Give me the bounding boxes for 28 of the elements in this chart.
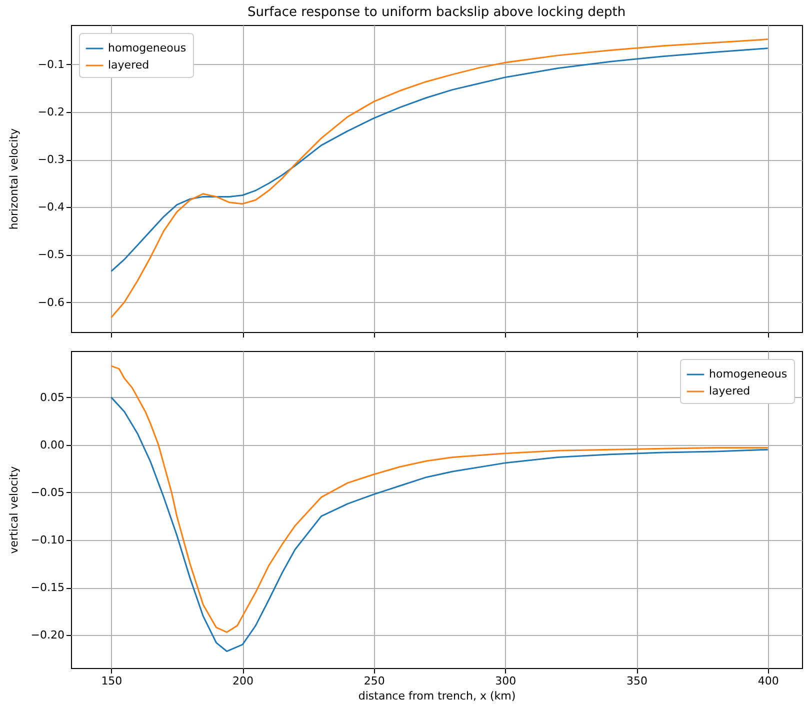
x-tick-label: 350 bbox=[626, 674, 648, 688]
y-axis-title: vertical velocity bbox=[8, 466, 20, 554]
x-tick-label: 300 bbox=[495, 674, 516, 688]
x-axis-title: distance from trench, x (km) bbox=[358, 690, 516, 702]
y-tick-label: −0.6 bbox=[38, 296, 64, 309]
line-series bbox=[110, 396, 769, 652]
x-tick-label: 150 bbox=[101, 674, 122, 688]
legend-label: layered bbox=[108, 58, 150, 72]
y-tick-label: 0.05 bbox=[40, 390, 64, 404]
line-series bbox=[110, 38, 769, 318]
chart-title: Surface response to uniform backslip above locking depth bbox=[247, 5, 626, 20]
x-tick-label: 250 bbox=[364, 674, 385, 688]
y-tick-label: −0.10 bbox=[30, 533, 64, 546]
y-tick-label: −0.2 bbox=[38, 106, 64, 119]
y-tick-label: −0.15 bbox=[30, 581, 64, 594]
legend-label: layered bbox=[709, 384, 750, 398]
y-tick-label: −0.1 bbox=[38, 58, 64, 71]
x-tick-label: 400 bbox=[758, 674, 779, 688]
y-tick-label: −0.4 bbox=[38, 200, 64, 214]
y-tick-label: −0.3 bbox=[38, 153, 64, 166]
y-axis-title: horizontal velocity bbox=[8, 128, 20, 230]
legend-label: homogeneous bbox=[709, 368, 788, 380]
y-tick-label: 0.00 bbox=[40, 438, 64, 452]
legend-label: homogeneous bbox=[108, 42, 186, 54]
x-tick-label: 200 bbox=[232, 674, 254, 688]
y-tick-label: −0.5 bbox=[38, 248, 64, 262]
y-tick-label: −0.20 bbox=[30, 628, 64, 642]
y-tick-label: −0.05 bbox=[30, 486, 64, 499]
